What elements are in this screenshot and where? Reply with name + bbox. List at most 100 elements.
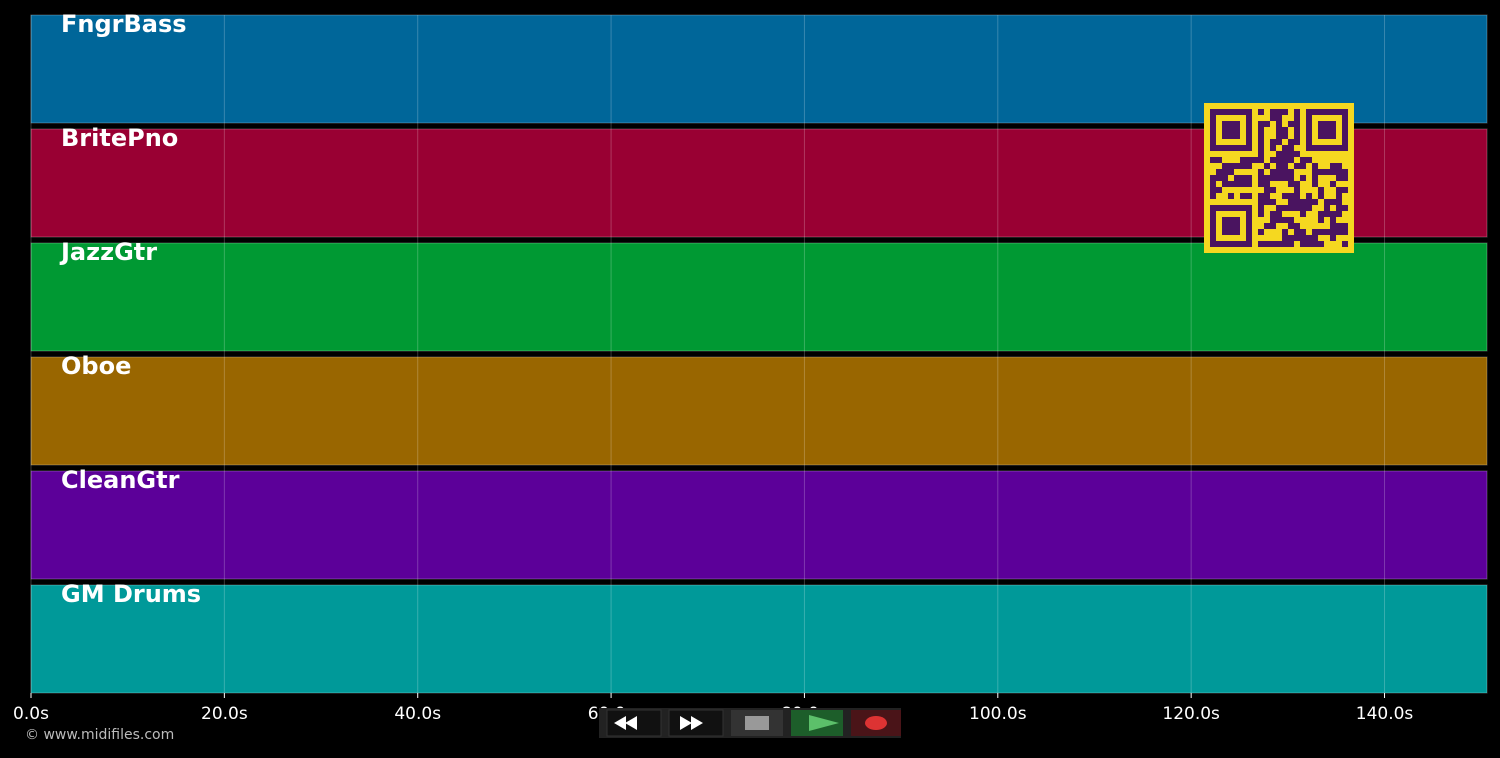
qr-module <box>1336 223 1342 229</box>
qr-module <box>1276 163 1282 169</box>
qr-module <box>1300 241 1306 247</box>
qr-module <box>1336 163 1342 169</box>
qr-module <box>1336 211 1342 217</box>
qr-module <box>1318 211 1324 217</box>
qr-module <box>1246 175 1252 181</box>
track-name: FngrBass <box>61 10 187 38</box>
qr-module <box>1294 139 1300 145</box>
qr-module <box>1264 193 1270 199</box>
qr-code <box>1204 103 1354 253</box>
qr-module <box>1294 235 1300 241</box>
qr-module <box>1240 163 1246 169</box>
track-band <box>30 356 1488 466</box>
qr-module <box>1294 109 1300 115</box>
fast-forward-button[interactable] <box>668 709 724 737</box>
qr-module <box>1234 181 1240 187</box>
qr-module <box>1258 175 1264 181</box>
track-name: BritePno <box>61 124 178 152</box>
x-tick-label: 140.0s <box>1356 704 1414 724</box>
tracks <box>30 14 1488 694</box>
qr-module <box>1276 109 1282 115</box>
qr-module <box>1288 217 1294 223</box>
x-tick-label: 20.0s <box>201 704 248 724</box>
qr-module <box>1276 151 1282 157</box>
qr-module <box>1258 193 1264 199</box>
qr-module <box>1270 145 1276 151</box>
qr-module <box>1288 169 1294 175</box>
qr-module <box>1258 211 1264 217</box>
qr-module <box>1342 175 1348 181</box>
rewind-button[interactable] <box>606 709 662 737</box>
qr-module <box>1234 175 1240 181</box>
qr-module <box>1264 187 1270 193</box>
qr-module <box>1258 139 1264 145</box>
qr-module <box>1282 175 1288 181</box>
qr-module <box>1276 211 1282 217</box>
track-name: GM Drums <box>61 580 201 608</box>
qr-module <box>1288 241 1294 247</box>
qr-module <box>1312 169 1318 175</box>
qr-module <box>1264 181 1270 187</box>
qr-module <box>1264 175 1270 181</box>
qr-module <box>1324 205 1330 211</box>
qr-module <box>1336 169 1342 175</box>
qr-module <box>1300 199 1306 205</box>
qr-module <box>1228 181 1234 187</box>
track-band <box>30 470 1488 580</box>
x-tick-label: 0.0s <box>13 704 49 724</box>
qr-module <box>1288 121 1294 127</box>
qr-module <box>1336 205 1342 211</box>
qr-module <box>1270 169 1276 175</box>
qr-module <box>1270 187 1276 193</box>
qr-module <box>1258 127 1264 133</box>
qr-module <box>1324 211 1330 217</box>
qr-module <box>1294 133 1300 139</box>
qr-module <box>1288 181 1294 187</box>
qr-module <box>1264 199 1270 205</box>
qr-module <box>1342 241 1348 247</box>
record-button[interactable] <box>851 710 901 736</box>
qr-module <box>1240 181 1246 187</box>
qr-module <box>1306 157 1312 163</box>
footer: © www.midifiles.com <box>25 727 174 743</box>
qr-module <box>1336 193 1342 199</box>
qr-module <box>1282 109 1288 115</box>
qr-module <box>1270 199 1276 205</box>
qr-module <box>1294 115 1300 121</box>
qr-module <box>1300 229 1306 235</box>
qr-module <box>1294 151 1300 157</box>
qr-module <box>1318 169 1324 175</box>
qr-module <box>1210 181 1216 187</box>
qr-module <box>1342 205 1348 211</box>
play-button[interactable] <box>791 710 843 736</box>
qr-module <box>1270 109 1276 115</box>
qr-module <box>1318 187 1324 193</box>
qr-module <box>1294 205 1300 211</box>
qr-module <box>1216 169 1222 175</box>
qr-module <box>1342 169 1348 175</box>
qr-module <box>1228 163 1234 169</box>
qr-module <box>1258 205 1264 211</box>
qr-module <box>1240 193 1246 199</box>
track-name: CleanGtr <box>61 466 180 494</box>
track-name: JazzGtr <box>59 238 157 266</box>
stop-button[interactable] <box>731 710 783 736</box>
qr-module <box>1330 235 1336 241</box>
qr-module <box>1210 187 1216 193</box>
qr-module <box>1336 199 1342 205</box>
qr-module <box>1282 229 1288 235</box>
qr-module <box>1270 241 1276 247</box>
qr-module <box>1282 205 1288 211</box>
qr-module <box>1258 121 1264 127</box>
qr-module <box>1240 175 1246 181</box>
qr-module <box>1300 205 1306 211</box>
qr-module <box>1270 175 1276 181</box>
qr-module <box>1258 241 1264 247</box>
qr-module <box>1294 163 1300 169</box>
qr-module <box>1276 157 1282 163</box>
qr-module <box>1228 193 1234 199</box>
qr-module <box>1306 199 1312 205</box>
qr-module <box>1282 145 1288 151</box>
